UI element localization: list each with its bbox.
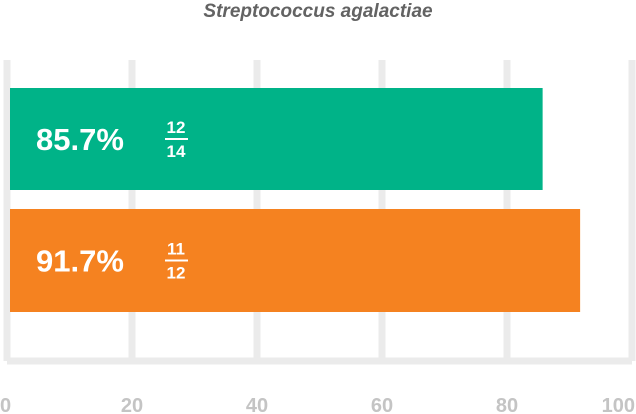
x-tick-label-80: 80 (496, 395, 518, 414)
x-tick-label-60: 60 (371, 395, 393, 414)
x-tick-label-20: 20 (121, 395, 143, 414)
x-axis-ticks: 0 20 40 60 80 100 (0, 395, 635, 414)
bar-1-denominator: 14 (167, 142, 186, 161)
bar-1 (10, 88, 543, 190)
x-tick-label-40: 40 (246, 395, 268, 414)
bar-2-numerator: 11 (167, 240, 185, 259)
bars-group: 85.7% 12 14 91.7% 11 12 (10, 88, 581, 312)
x-tick-label-100: 100 (602, 395, 635, 414)
x-tick-label-0: 0 (0, 395, 11, 414)
bar-2-denominator: 12 (167, 264, 186, 283)
bar-2-percent-label: 91.7% (36, 244, 124, 279)
chart-title: Streptococcus agalactiae (203, 1, 433, 22)
bar-1-numerator: 12 (167, 118, 186, 137)
bar-1-percent-label: 85.7% (36, 122, 124, 157)
bar-2 (10, 209, 581, 312)
